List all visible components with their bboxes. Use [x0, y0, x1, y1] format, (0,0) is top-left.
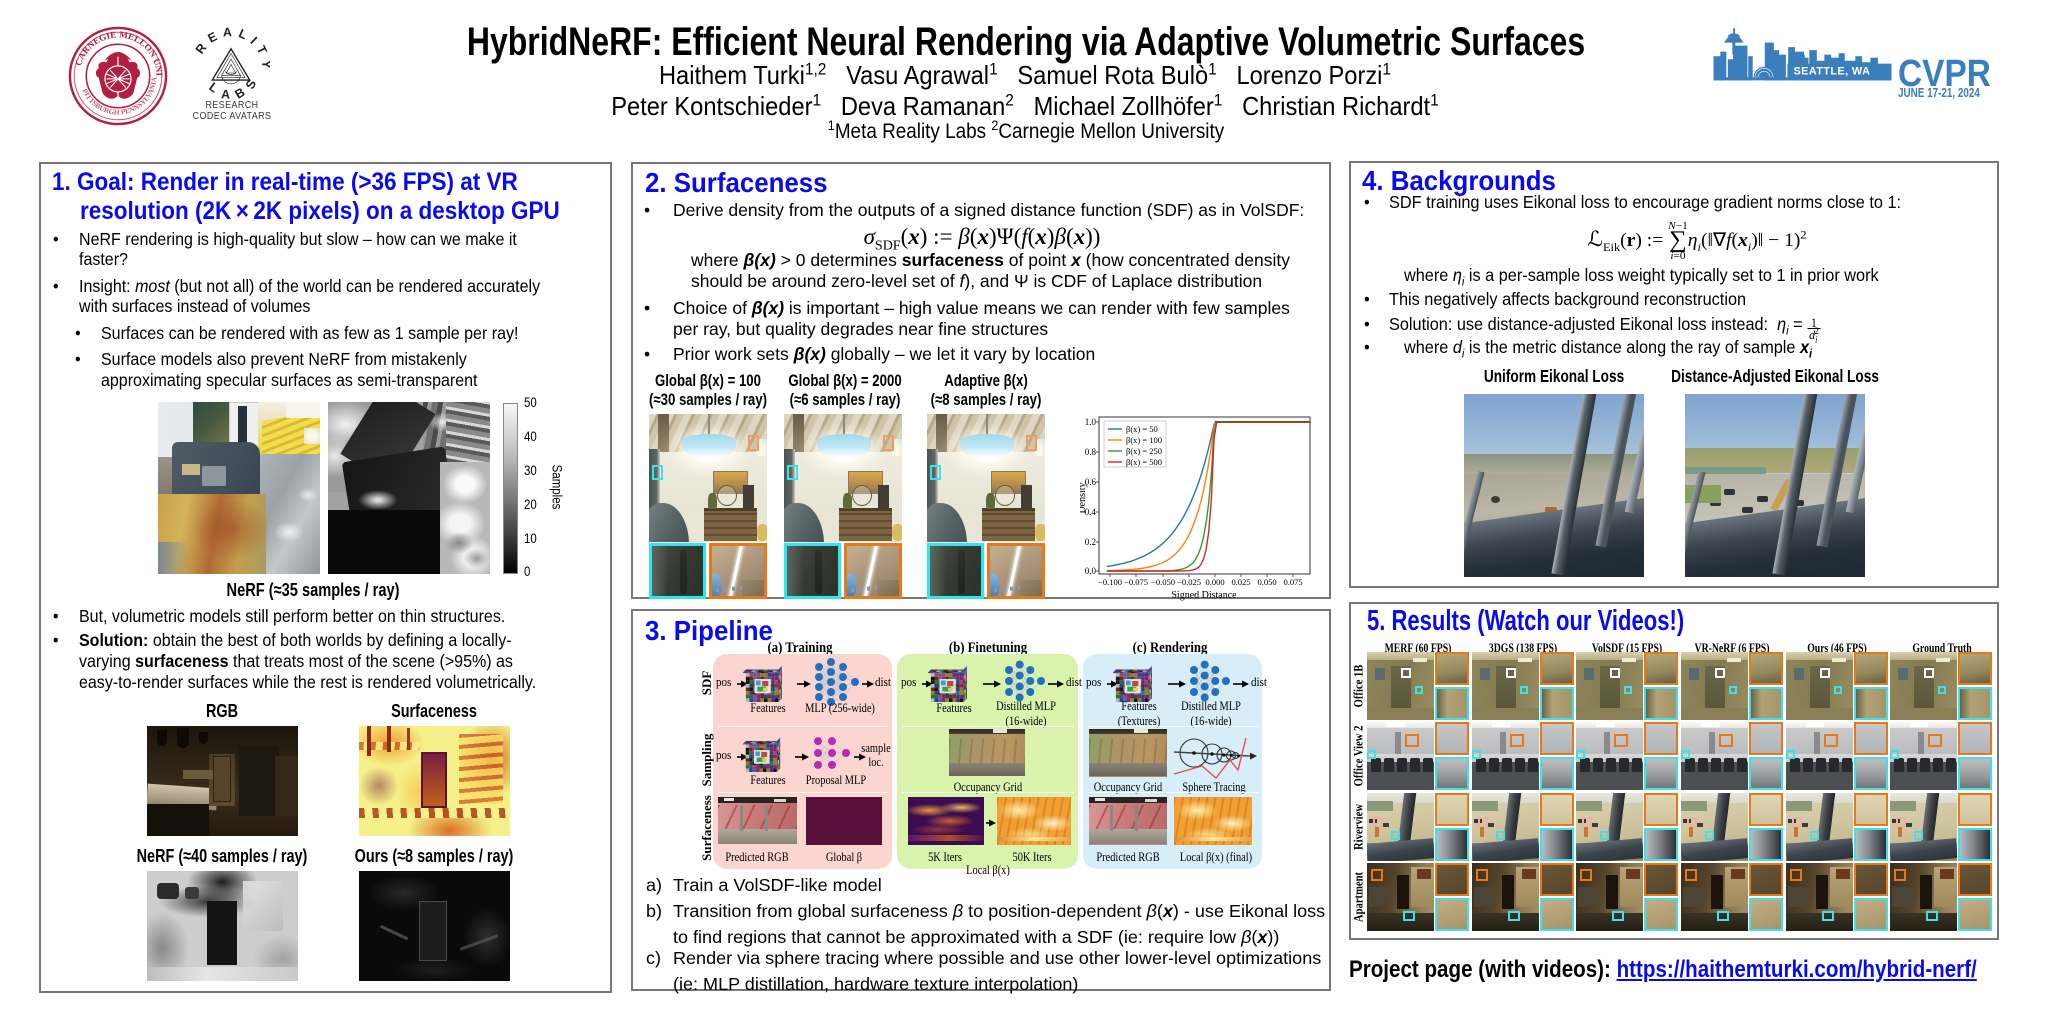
svg-text:Density: Density [1080, 482, 1088, 513]
svg-text:0.050: 0.050 [1257, 577, 1276, 587]
svg-text:−0.050: −0.050 [1151, 577, 1175, 587]
svg-text:0.0: 0.0 [1085, 566, 1097, 576]
svg-text:β(x) = 50: β(x) = 50 [1126, 424, 1158, 434]
svg-text:0.4: 0.4 [1085, 507, 1097, 517]
svg-text:β(x) = 100: β(x) = 100 [1126, 435, 1162, 445]
svg-text:Signed Distance: Signed Distance [1171, 590, 1237, 601]
svg-text:0.6: 0.6 [1085, 477, 1097, 487]
svg-text:−0.025: −0.025 [1177, 577, 1201, 587]
svg-text:β(x) = 250: β(x) = 250 [1126, 446, 1162, 456]
svg-text:0.000: 0.000 [1205, 577, 1224, 587]
svg-text:0.025: 0.025 [1231, 577, 1250, 587]
svg-text:1.0: 1.0 [1085, 417, 1097, 427]
svg-text:0.8: 0.8 [1085, 447, 1097, 457]
svg-text:0.2: 0.2 [1085, 537, 1096, 547]
svg-text:β(x) = 500: β(x) = 500 [1126, 457, 1162, 467]
svg-text:SEATTLE, WA: SEATTLE, WA [1793, 66, 1870, 78]
svg-text:−0.075: −0.075 [1124, 577, 1148, 587]
svg-text:−0.100: −0.100 [1098, 577, 1122, 587]
svg-text:0.075: 0.075 [1283, 577, 1302, 587]
